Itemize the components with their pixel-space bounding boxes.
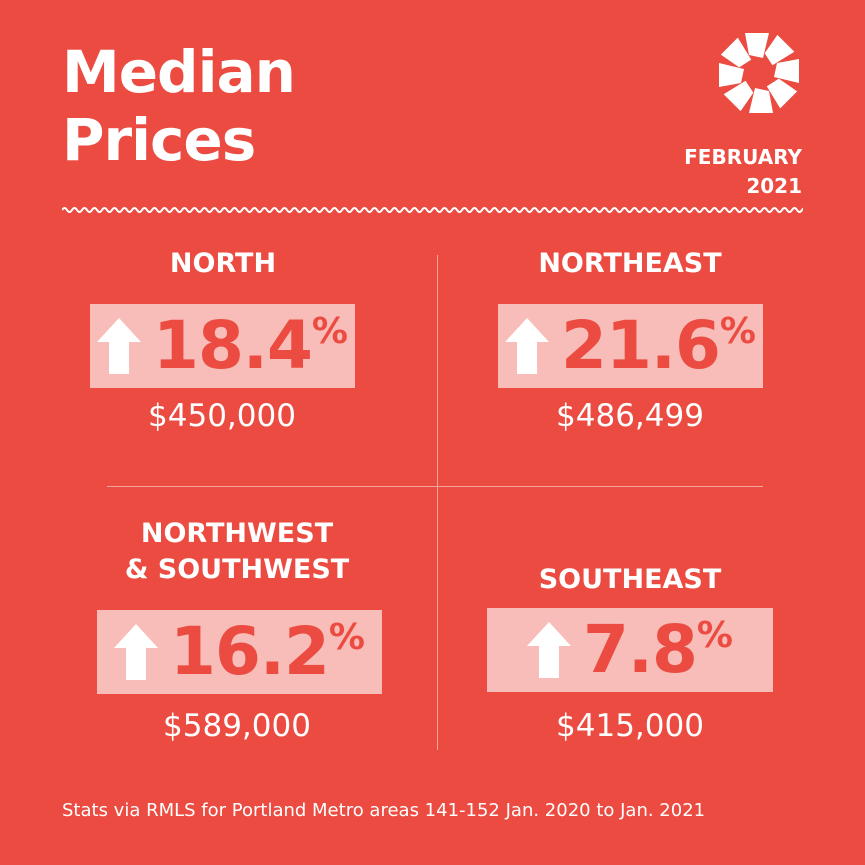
percent-sign: % (719, 311, 756, 352)
arrow-up-icon (505, 318, 550, 374)
region-southeast-change-badge: 7.8 % (487, 608, 773, 692)
region-southeast-price: $415,000 (556, 708, 704, 744)
region-label-line-1: NORTHWEST (140, 518, 334, 549)
percent-sign: % (696, 615, 733, 656)
date-month: FEBRUARY (684, 145, 802, 169)
region-north-label: NORTH (169, 248, 277, 279)
title-line-2: Prices (62, 106, 256, 174)
source-footnote: Stats via RMLS for Portland Metro areas … (62, 800, 706, 821)
horizontal-divider (107, 486, 763, 487)
report-date: FEBRUARY 2021 (684, 143, 802, 201)
arrow-up-icon (527, 622, 571, 678)
percent-sign: % (311, 311, 348, 352)
date-year: 2021 (746, 174, 802, 198)
change-value: 16.2 (170, 613, 330, 690)
region-northwest-southwest-label: NORTHWEST & SOUTHWEST (125, 516, 349, 588)
change-value: 18.4 (153, 307, 313, 384)
region-northeast-label: NORTHEAST (538, 248, 722, 279)
change-value: 7.8 (583, 611, 698, 688)
pinwheel-logo-icon (719, 33, 799, 113)
region-label-line-2: & SOUTHWEST (124, 554, 350, 585)
region-northeast-change-badge: 21.6 % (498, 304, 763, 388)
region-northwest-southwest-change-badge: 16.2 % (97, 610, 382, 694)
vertical-divider (437, 255, 438, 750)
percent-sign: % (328, 617, 365, 658)
region-northeast-price: $486,499 (556, 398, 704, 434)
change-value: 21.6 (561, 307, 721, 384)
region-northwest-southwest-price: $589,000 (163, 708, 311, 744)
arrow-up-icon (114, 624, 159, 680)
title-line-1: Median (62, 38, 296, 106)
region-north-price: $450,000 (148, 398, 296, 434)
region-southeast-label: SOUTHEAST (538, 564, 722, 595)
region-north-change-badge: 18.4 % (90, 304, 355, 388)
wavy-divider (62, 207, 803, 213)
page-title: Median Prices (62, 38, 296, 174)
arrow-up-icon (97, 318, 142, 374)
